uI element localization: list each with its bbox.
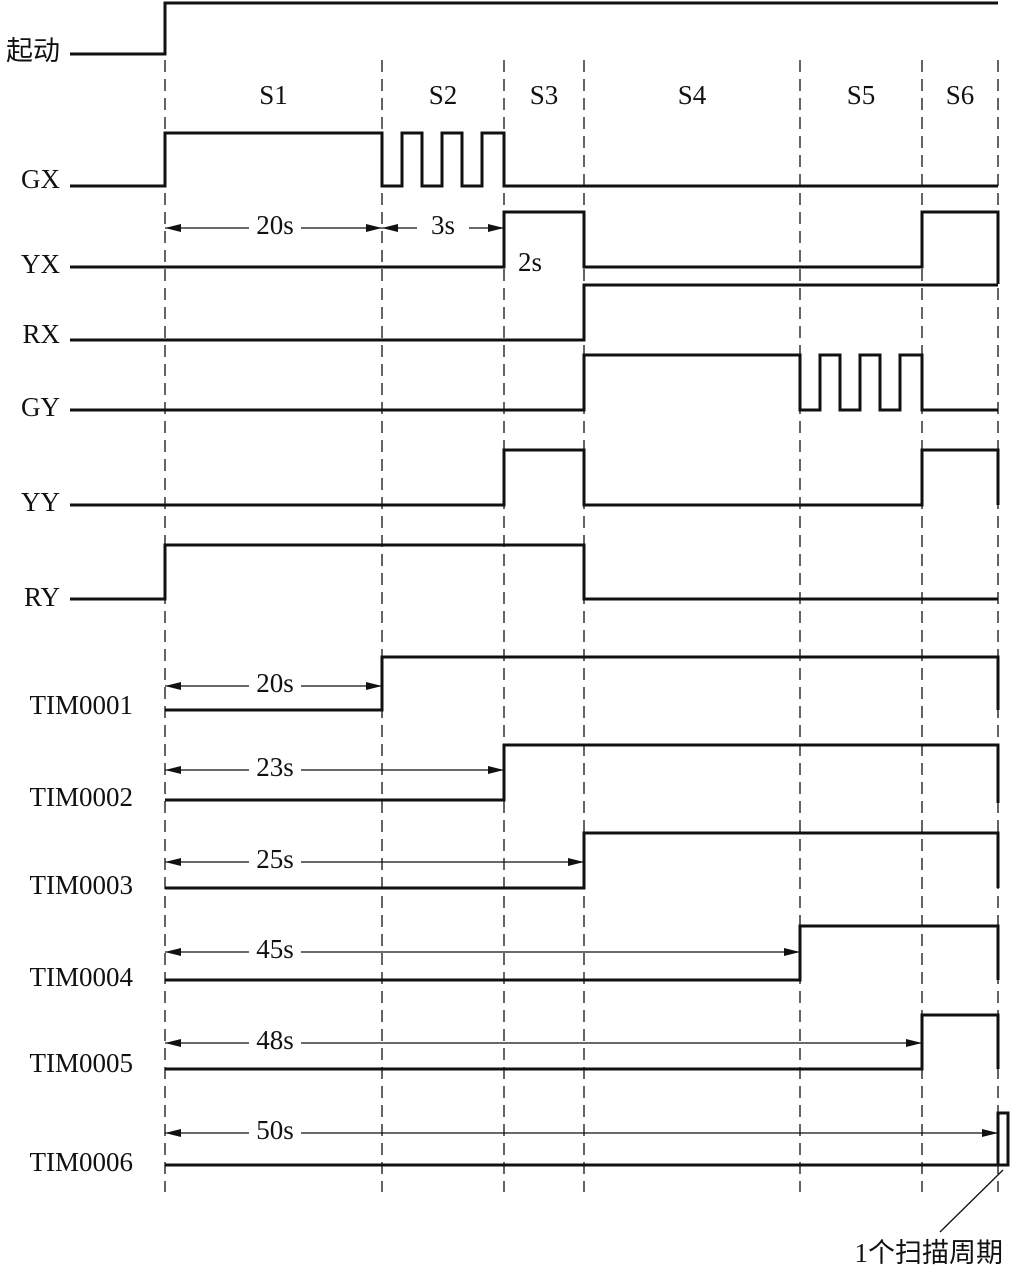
stage-label: S2 bbox=[429, 80, 458, 110]
stage-label: S3 bbox=[530, 80, 559, 110]
duration-label: 3s bbox=[431, 210, 455, 240]
signal-label: TIM0004 bbox=[30, 962, 134, 992]
timer-label: 48s bbox=[256, 1025, 294, 1055]
signal-label: TIM0001 bbox=[30, 690, 134, 720]
signal-label: GY bbox=[21, 392, 60, 422]
timer-label: 50s bbox=[256, 1115, 294, 1145]
stage-label: S6 bbox=[946, 80, 975, 110]
waveform bbox=[165, 655, 1000, 712]
waveform bbox=[165, 924, 1000, 982]
waveform bbox=[165, 1111, 1010, 1167]
stage-label: S5 bbox=[847, 80, 876, 110]
waveforms bbox=[70, 1, 1010, 1167]
signal-label: YX bbox=[21, 249, 60, 279]
waveform bbox=[165, 831, 1000, 890]
waveform bbox=[70, 210, 1000, 284]
signal-label: YY bbox=[21, 487, 60, 517]
signal-label: TIM0003 bbox=[30, 870, 134, 900]
scan-cycle-note: 1个扫描周期 bbox=[855, 1238, 1004, 1268]
signal-label: TIM0005 bbox=[30, 1048, 134, 1078]
signal-label: TIM0006 bbox=[30, 1147, 134, 1177]
stage-label: S1 bbox=[259, 80, 288, 110]
stage-label: S4 bbox=[678, 80, 707, 110]
duration-label: 2s bbox=[518, 247, 542, 277]
signal-label: TIM0002 bbox=[30, 782, 134, 812]
timer-label: 45s bbox=[256, 934, 294, 964]
signal-label: RY bbox=[24, 582, 60, 612]
waveform bbox=[165, 743, 1000, 803]
timer-label: 25s bbox=[256, 844, 294, 874]
waveform bbox=[70, 543, 998, 601]
signal-label: RX bbox=[22, 319, 60, 349]
labels: S1 S2 S3 S4 S5 S6 起动 GX YX RX GY YY RY TIM0001 TIM0002… bbox=[6, 36, 974, 1177]
timer-label: 20s bbox=[256, 668, 294, 698]
waveform bbox=[70, 448, 1000, 507]
waveform bbox=[70, 131, 998, 188]
duration-label: 20s bbox=[256, 210, 294, 240]
waveform bbox=[70, 353, 998, 412]
waveform bbox=[70, 283, 998, 342]
signal-label: 起动 bbox=[6, 36, 60, 66]
note-leader bbox=[939, 1169, 1004, 1233]
waveform bbox=[70, 1, 998, 56]
waveform bbox=[165, 1013, 1000, 1071]
timer-label: 23s bbox=[256, 752, 294, 782]
signal-label: GX bbox=[21, 164, 60, 194]
